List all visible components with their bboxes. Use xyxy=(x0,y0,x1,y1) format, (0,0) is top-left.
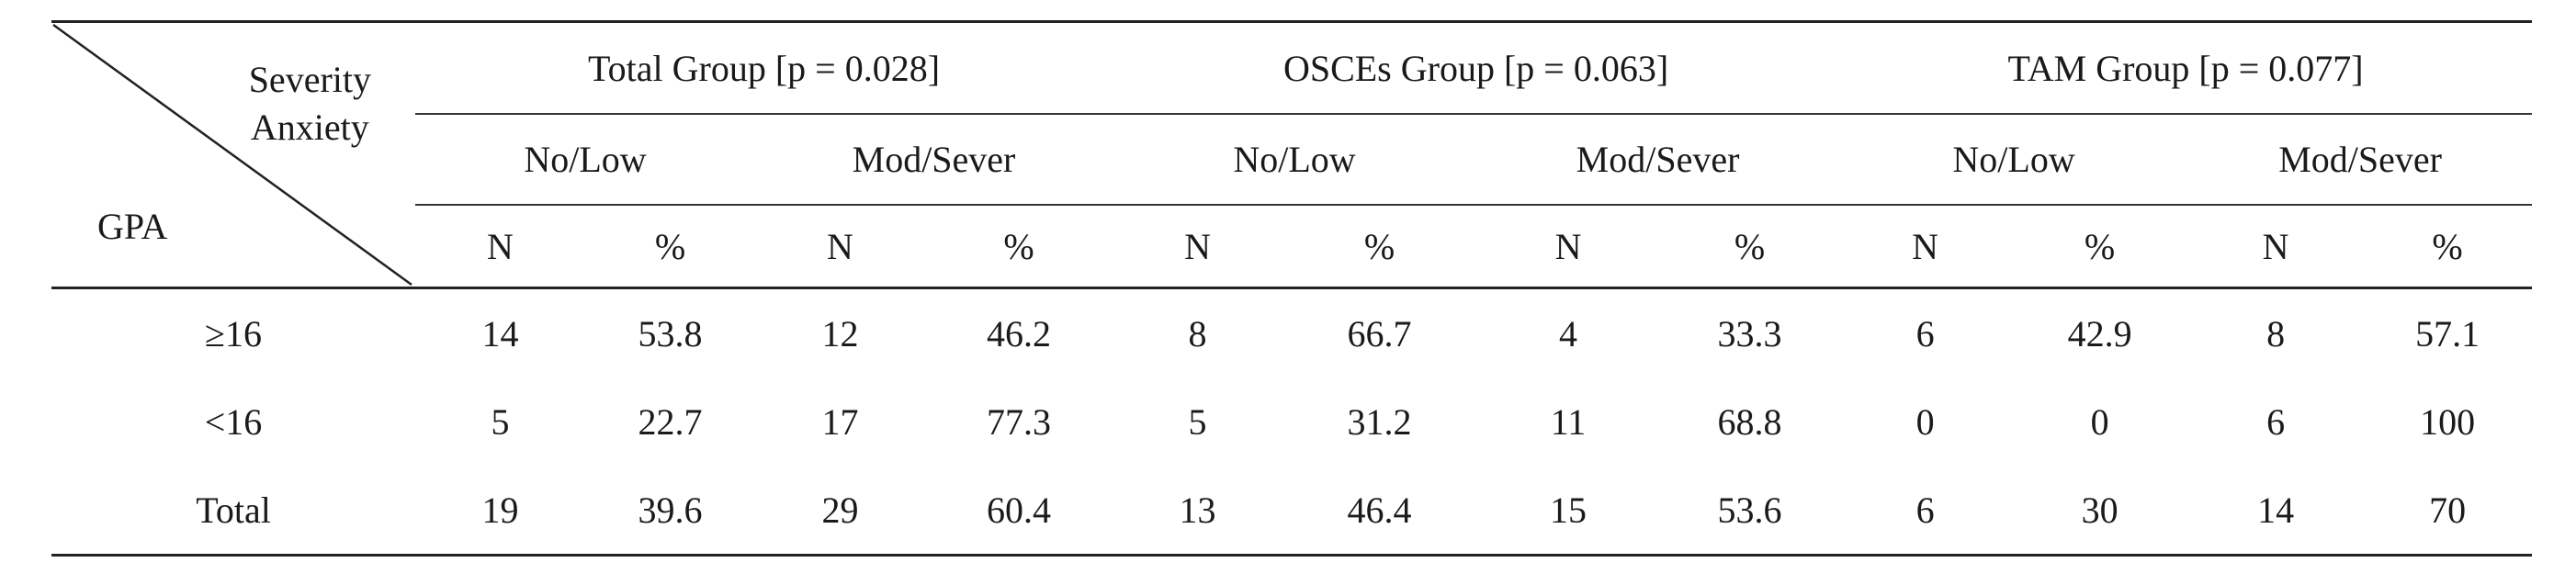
subgroup-header: No/Low xyxy=(1113,114,1477,206)
table-cell: 0 xyxy=(2090,400,2109,443)
data-table-container: Severity Anxiety GPA Total Group [p = 0.… xyxy=(51,20,2533,557)
table-cell: 5 xyxy=(1188,400,1207,443)
table-cell: 31.2 xyxy=(1347,400,1412,443)
subgroup-header: Mod/Sever xyxy=(1476,114,1840,206)
table-row: ≥16 14 53.8 12 46.2 8 66.7 4 33.3 6 42.9… xyxy=(51,288,2532,378)
table-cell: 33.3 xyxy=(1717,312,1782,354)
row-label: ≥16 xyxy=(205,312,262,354)
table-cell: 15 xyxy=(1476,466,1661,557)
column-axis-label: Severity Anxiety xyxy=(249,56,371,152)
table-cell: 60.4 xyxy=(925,466,1113,557)
stat-column-header: N xyxy=(1113,205,1283,289)
table-cell: 6 xyxy=(1839,466,2012,557)
table-cell: 8 xyxy=(2266,312,2286,354)
table-cell: 12 xyxy=(821,312,859,354)
table-cell: 68.8 xyxy=(1717,400,1782,443)
stat-column-header: % xyxy=(2363,205,2533,289)
stat-column-header: N xyxy=(2188,205,2364,289)
table-row: Total 19 39.6 29 60.4 13 46.4 15 53.6 6 … xyxy=(51,466,2533,557)
row-label: <16 xyxy=(204,400,263,443)
gpa-anxiety-table: Severity Anxiety GPA Total Group [p = 0.… xyxy=(51,20,2533,557)
stat-column-header: N xyxy=(1476,205,1661,289)
table-cell: 6 xyxy=(1915,312,1935,354)
row-label: Total xyxy=(51,466,415,557)
table-cell: 22.7 xyxy=(638,400,703,443)
stat-column-header: % xyxy=(925,205,1113,289)
table-cell: 57.1 xyxy=(2415,312,2480,354)
table-cell: 14 xyxy=(2188,466,2364,557)
table-cell: 66.7 xyxy=(1347,312,1412,354)
table-cell: 100 xyxy=(2420,400,2476,443)
table-corner-cell: Severity Anxiety GPA xyxy=(51,20,415,289)
stat-column-header: % xyxy=(585,205,755,289)
table-cell: 8 xyxy=(1188,312,1207,354)
subgroup-header: No/Low xyxy=(415,114,755,206)
row-axis-label: GPA xyxy=(97,206,168,247)
group-header-tam: TAM Group [p = 0.077] xyxy=(1839,20,2533,115)
table-cell: 14 xyxy=(481,312,519,354)
subgroup-header: Mod/Sever xyxy=(755,114,1113,206)
table-cell: 0 xyxy=(1915,400,1935,443)
table-cell: 30 xyxy=(2011,466,2189,557)
stat-column-header: N xyxy=(1839,205,2012,289)
table-cell: 6 xyxy=(2266,400,2286,443)
table-cell: 39.6 xyxy=(585,466,755,557)
stat-column-header: N xyxy=(755,205,925,289)
stat-column-header: % xyxy=(1282,205,1477,289)
stat-column-header: % xyxy=(2011,205,2189,289)
table-cell: 46.4 xyxy=(1282,466,1477,557)
stat-column-header: % xyxy=(1660,205,1840,289)
subgroup-header: Mod/Sever xyxy=(2188,114,2533,206)
table-cell: 53.6 xyxy=(1660,466,1840,557)
stat-column-header: N xyxy=(415,205,585,289)
table-cell: 17 xyxy=(821,400,859,443)
table-cell: 4 xyxy=(1559,312,1578,354)
group-header-osces: OSCEs Group [p = 0.063] xyxy=(1113,20,1840,115)
table-row: <16 5 22.7 17 77.3 5 31.2 11 68.8 0 0 6 … xyxy=(51,377,2532,466)
subgroup-header: No/Low xyxy=(1839,114,2189,206)
table-cell: 46.2 xyxy=(987,312,1052,354)
severity-label: Severity xyxy=(248,59,371,100)
table-cell: 70 xyxy=(2363,466,2533,557)
table-cell: 5 xyxy=(491,400,510,443)
anxiety-label: Anxiety xyxy=(250,107,369,148)
table-cell: 29 xyxy=(755,466,925,557)
diagonal-divider xyxy=(52,23,412,287)
table-cell: 53.8 xyxy=(638,312,703,354)
group-header-total: Total Group [p = 0.028] xyxy=(415,20,1113,115)
table-cell: 11 xyxy=(1550,400,1587,443)
table-cell: 77.3 xyxy=(987,400,1052,443)
table-cell: 13 xyxy=(1113,466,1283,557)
table-cell: 42.9 xyxy=(2067,312,2132,354)
table-cell: 19 xyxy=(415,466,585,557)
